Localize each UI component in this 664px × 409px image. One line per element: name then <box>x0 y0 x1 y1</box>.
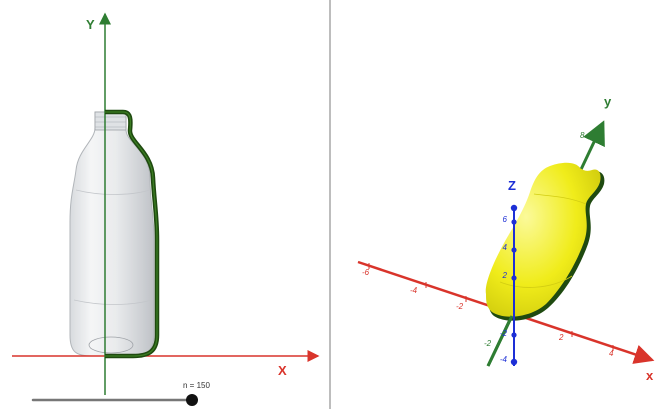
z-axis-label-3d: Z <box>508 178 516 193</box>
x-tick-label: -6 <box>362 268 370 277</box>
y-tick-label: -2 <box>484 339 492 348</box>
view-divider[interactable] <box>329 0 331 409</box>
x-tick-label: -4 <box>410 286 418 295</box>
z-tick-label: -2 <box>500 329 508 338</box>
x-axis-label: X <box>278 363 287 378</box>
z-tick-label: 6 <box>503 215 508 224</box>
x-tick-label: 2 <box>558 333 564 342</box>
z-tick-label: 4 <box>503 243 508 252</box>
slider-knob[interactable] <box>186 394 198 406</box>
z-axis-dots <box>510 204 518 366</box>
y-axis-label-3d: y <box>604 94 612 109</box>
z-tick-label: 2 <box>502 271 508 280</box>
graphics-view-2d[interactable]: Y X n = 150 <box>0 0 329 409</box>
y-tick-label: 8 <box>580 131 585 140</box>
y-axis-label: Y <box>86 17 95 32</box>
slider-value-label: n = 150 <box>183 381 210 390</box>
x-tick-label: 4 <box>609 349 614 358</box>
revolution-surface[interactable] <box>485 162 605 321</box>
z-tick-label: -4 <box>500 355 508 364</box>
graphics-view-3d[interactable]: y x Z 6 4 2 -2 -4 <box>332 0 664 409</box>
x-tick-label: -2 <box>456 302 464 311</box>
x-axis-label-3d: x <box>646 368 654 383</box>
